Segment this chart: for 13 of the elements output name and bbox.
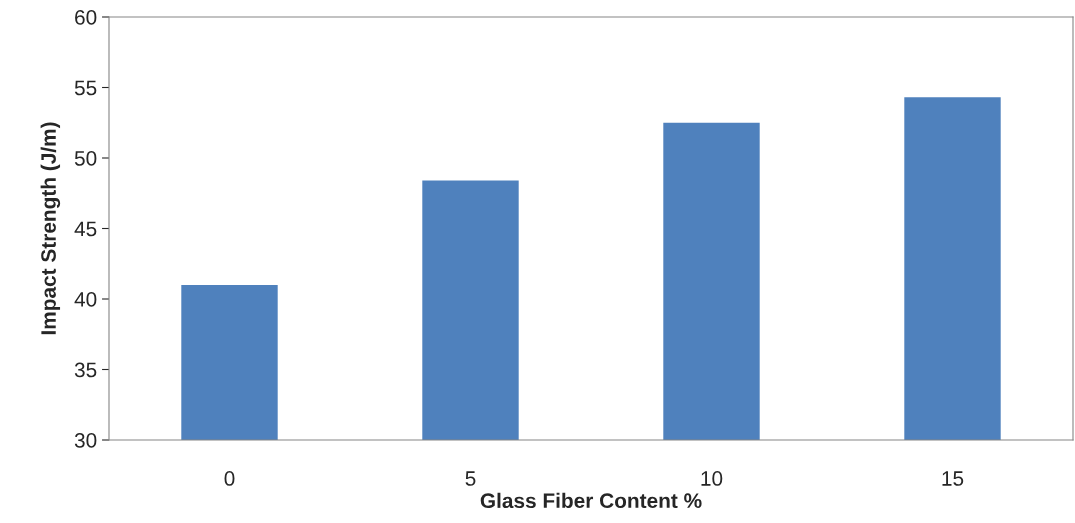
y-tick-label: 35	[74, 362, 97, 378]
y-tick-label: 40	[74, 292, 97, 307]
x-tick-label: 0	[224, 471, 235, 486]
y-tick-label: 60	[75, 10, 97, 25]
y-tick-label: 55	[74, 80, 97, 96]
x-tick-label: 5	[465, 471, 476, 486]
y-axis-title: Impact Strength (J/m)	[40, 122, 61, 335]
x-tick-label: 10	[701, 471, 723, 486]
x-tick-label: 15	[942, 471, 964, 486]
y-tick-label: 30	[74, 433, 97, 448]
x-axis-title: Glass Fiber Content %	[480, 492, 702, 509]
y-tick-label: 45	[74, 221, 97, 237]
y-tick-label: 50	[74, 151, 97, 166]
